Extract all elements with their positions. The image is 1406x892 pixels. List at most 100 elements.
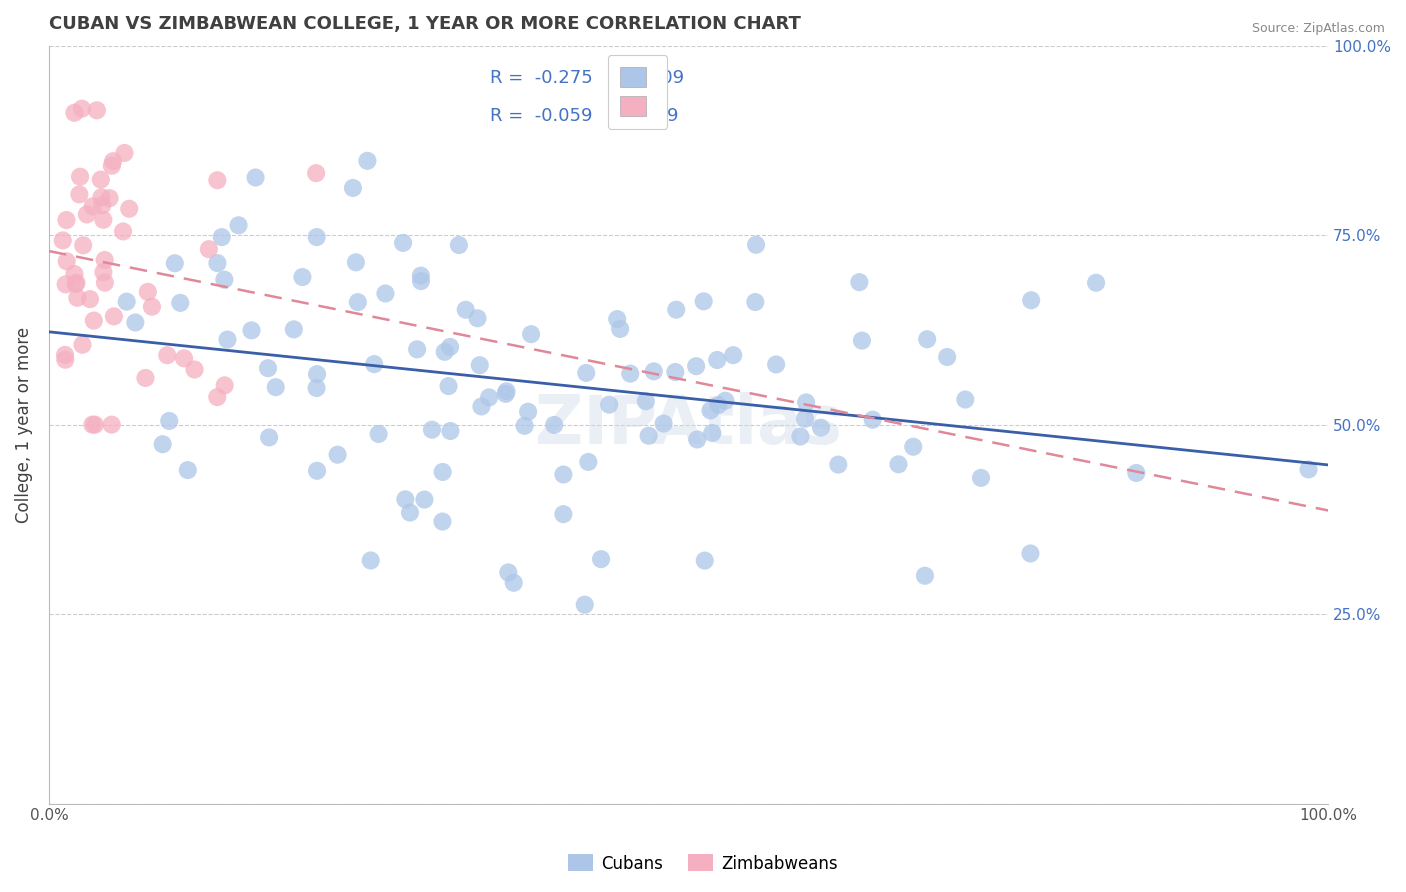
Point	[413, 492, 436, 507]
Point	[240, 323, 263, 337]
Point	[101, 154, 124, 169]
Point	[173, 351, 195, 366]
Point	[721, 348, 744, 362]
Point	[634, 394, 657, 409]
Point	[66, 291, 89, 305]
Point	[520, 327, 543, 342]
Point	[367, 427, 389, 442]
Point	[112, 224, 135, 238]
Point	[307, 367, 329, 381]
Point	[502, 575, 524, 590]
Point	[342, 181, 364, 195]
Point	[574, 598, 596, 612]
Point	[103, 310, 125, 324]
Point	[84, 417, 107, 432]
Point	[67, 187, 90, 202]
Point	[467, 311, 489, 326]
Point	[692, 294, 714, 309]
Point	[970, 471, 993, 485]
Point	[70, 102, 93, 116]
Legend: , : ,	[607, 54, 668, 128]
Point	[63, 267, 86, 281]
Text: CUBAN VS ZIMBABWEAN COLLEGE, 1 YEAR OR MORE CORRELATION CHART: CUBAN VS ZIMBABWEAN COLLEGE, 1 YEAR OR M…	[49, 15, 801, 33]
Point	[664, 365, 686, 379]
Point	[495, 387, 517, 401]
Point	[409, 268, 432, 283]
Point	[637, 428, 659, 442]
Point	[745, 237, 768, 252]
Point	[576, 455, 599, 469]
Point	[65, 277, 87, 292]
Point	[198, 242, 221, 256]
Point	[141, 300, 163, 314]
Y-axis label: College, 1 year or more: College, 1 year or more	[15, 326, 32, 523]
Point	[606, 312, 628, 326]
Point	[134, 371, 156, 385]
Point	[498, 566, 520, 580]
Point	[69, 169, 91, 184]
Point	[1019, 546, 1042, 560]
Point	[52, 234, 75, 248]
Point	[100, 417, 122, 432]
Point	[862, 412, 884, 426]
Point	[305, 464, 328, 478]
Point	[183, 362, 205, 376]
Point	[163, 256, 186, 270]
Point	[1298, 462, 1320, 476]
Point	[714, 393, 737, 408]
Point	[291, 270, 314, 285]
Point	[575, 366, 598, 380]
Point	[454, 302, 477, 317]
Point	[79, 292, 101, 306]
Point	[245, 170, 267, 185]
Point	[915, 332, 938, 346]
Point	[257, 430, 280, 444]
Point	[169, 296, 191, 310]
Point	[394, 492, 416, 507]
Point	[619, 367, 641, 381]
Point	[598, 398, 620, 412]
Point	[433, 344, 456, 359]
Point	[495, 384, 517, 399]
Text: R =  -0.275   N = 109: R = -0.275 N = 109	[491, 69, 685, 87]
Point	[86, 103, 108, 118]
Point	[76, 207, 98, 221]
Point	[55, 254, 77, 268]
Point	[470, 400, 492, 414]
Point	[468, 358, 491, 372]
Point	[360, 553, 382, 567]
Point	[589, 552, 612, 566]
Point	[543, 417, 565, 432]
Text: ZIPAtlas: ZIPAtlas	[536, 392, 842, 458]
Point	[914, 568, 936, 582]
Point	[439, 340, 461, 354]
Point	[432, 465, 454, 479]
Point	[553, 507, 575, 521]
Point	[665, 302, 688, 317]
Point	[553, 467, 575, 482]
Point	[347, 295, 370, 310]
Point	[53, 352, 76, 367]
Point	[55, 213, 77, 227]
Point	[409, 274, 432, 288]
Point	[693, 553, 716, 567]
Point	[211, 230, 233, 244]
Point	[363, 357, 385, 371]
Point	[93, 252, 115, 267]
Point	[177, 463, 200, 477]
Text: Source: ZipAtlas.com: Source: ZipAtlas.com	[1251, 22, 1385, 36]
Point	[207, 390, 229, 404]
Point	[114, 145, 136, 160]
Point	[1019, 293, 1042, 308]
Point	[392, 235, 415, 250]
Point	[53, 348, 76, 362]
Point	[707, 398, 730, 412]
Point	[609, 322, 631, 336]
Point	[903, 440, 925, 454]
Point	[447, 238, 470, 252]
Point	[305, 230, 328, 244]
Point	[207, 256, 229, 270]
Point	[794, 411, 817, 425]
Point	[827, 458, 849, 472]
Point	[90, 172, 112, 186]
